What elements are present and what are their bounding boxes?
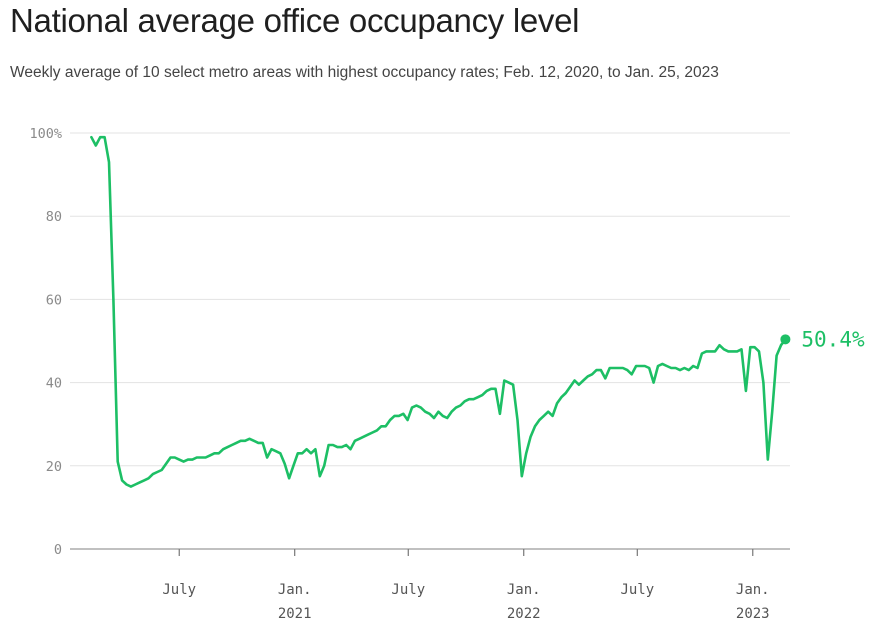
x-tick-year-label: 2022: [507, 606, 541, 622]
latest-value-label: 50.4%: [801, 327, 865, 351]
x-tick-label: July: [162, 582, 196, 598]
x-tick-label: July: [391, 582, 425, 598]
y-tick-label: 100%: [29, 126, 62, 142]
y-tick-label: 60: [46, 292, 62, 308]
occupancy-line: [90, 135, 787, 488]
x-tick-label: Jan.: [278, 582, 312, 598]
y-axis: 100% 80 60 40 20 0: [29, 126, 62, 558]
x-tick-label: Jan.: [736, 582, 770, 598]
x-tick-year-label: 2023: [736, 606, 770, 622]
y-tick-label: 40: [46, 376, 62, 392]
x-tick-year-label: 2021: [278, 606, 312, 622]
chart-title: National average office occupancy level: [10, 2, 580, 39]
y-tick-label: 0: [54, 542, 62, 558]
x-tick-label: Jan.: [507, 582, 541, 598]
x-axis: July Jan. 2021 July Jan. 2022 July Jan. 2023: [162, 549, 770, 622]
chart-subtitle: Weekly average of 10 select metro areas …: [10, 64, 719, 81]
x-tick-label: July: [620, 582, 654, 598]
latest-value-dot: [780, 334, 791, 345]
y-tick-label: 80: [46, 209, 62, 225]
grid-lines: [70, 132, 790, 550]
y-tick-label: 20: [46, 459, 62, 475]
